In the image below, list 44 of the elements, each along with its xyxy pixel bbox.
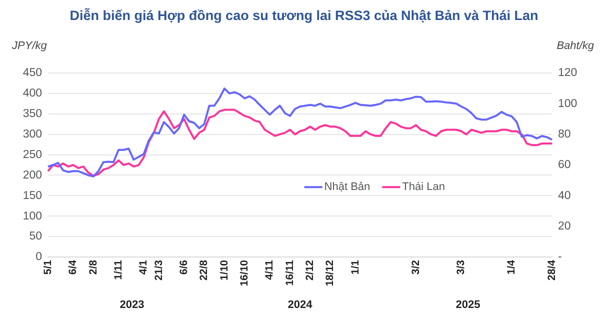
x-tick-label: 1/10 xyxy=(218,260,230,280)
y2-tick-label: 60 xyxy=(558,159,571,172)
text: 2025 xyxy=(456,299,480,312)
text: 2024 xyxy=(288,299,314,312)
x-tick-label: 6/6 xyxy=(178,260,190,275)
y-tick-label: 0 xyxy=(36,251,42,264)
x-tick-label: 22/8 xyxy=(198,260,210,280)
x-tick-label: 16/10 xyxy=(238,260,250,286)
chart-title: Diễn biến giá Hợp đồng cao su tương lai RSS3 của Nhật Bản và Thái Lan xyxy=(68,8,540,23)
x-tick-label: 5/1 xyxy=(42,260,54,275)
text: 2023 xyxy=(120,299,144,312)
y2-tick-label: 20 xyxy=(558,220,571,233)
y2-tick-label: 80 xyxy=(558,128,571,141)
y-tick-label: 400 xyxy=(22,88,42,100)
x-tick-label: 2/8 xyxy=(87,260,100,275)
y-tick-label: 50 xyxy=(29,230,42,243)
x-tick-label: 4/11 xyxy=(264,260,276,280)
y2-tick-label: 120 xyxy=(558,67,578,80)
y-tick-label: 300 xyxy=(22,128,42,141)
y-tick-label: 150 xyxy=(22,190,42,202)
x-tick-label: 21/3 xyxy=(152,260,165,280)
x-tick-label: 18/12 xyxy=(324,260,336,286)
y-tick-label: 350 xyxy=(22,108,42,120)
y-axis-title: JPY/kg xyxy=(12,40,47,52)
x-tick-label: 3/3 xyxy=(455,260,468,275)
y2-tick-label: 40 xyxy=(558,190,571,202)
y-tick-label: 100 xyxy=(22,210,42,222)
y-tick-label: 450 xyxy=(22,67,42,80)
x-tick-label: 1/1 xyxy=(349,260,362,275)
x-tick-label: 28/4 xyxy=(546,260,558,280)
x-tick-label: 2/12 xyxy=(304,260,316,280)
y2-tick-label: 100 xyxy=(558,98,578,110)
y-tick-label: 250 xyxy=(22,148,42,161)
x-tick-label: 6/4 xyxy=(67,260,80,275)
y-tick-label: 200 xyxy=(22,169,42,182)
x-tick-label: 4/1 xyxy=(138,260,150,275)
x-tick-label: 16/11 xyxy=(284,260,296,286)
legend-label: Thái Lan xyxy=(402,181,445,194)
y2-axis-title: Baht/kg xyxy=(556,40,594,52)
x-tick-label: 1/4 xyxy=(506,260,518,275)
x-tick-label: 1/11 xyxy=(112,260,124,280)
x-tick-label: 3/2 xyxy=(410,260,422,275)
legend-label: Nhật Bản xyxy=(324,181,370,194)
y2-tick-label: - xyxy=(558,251,562,264)
